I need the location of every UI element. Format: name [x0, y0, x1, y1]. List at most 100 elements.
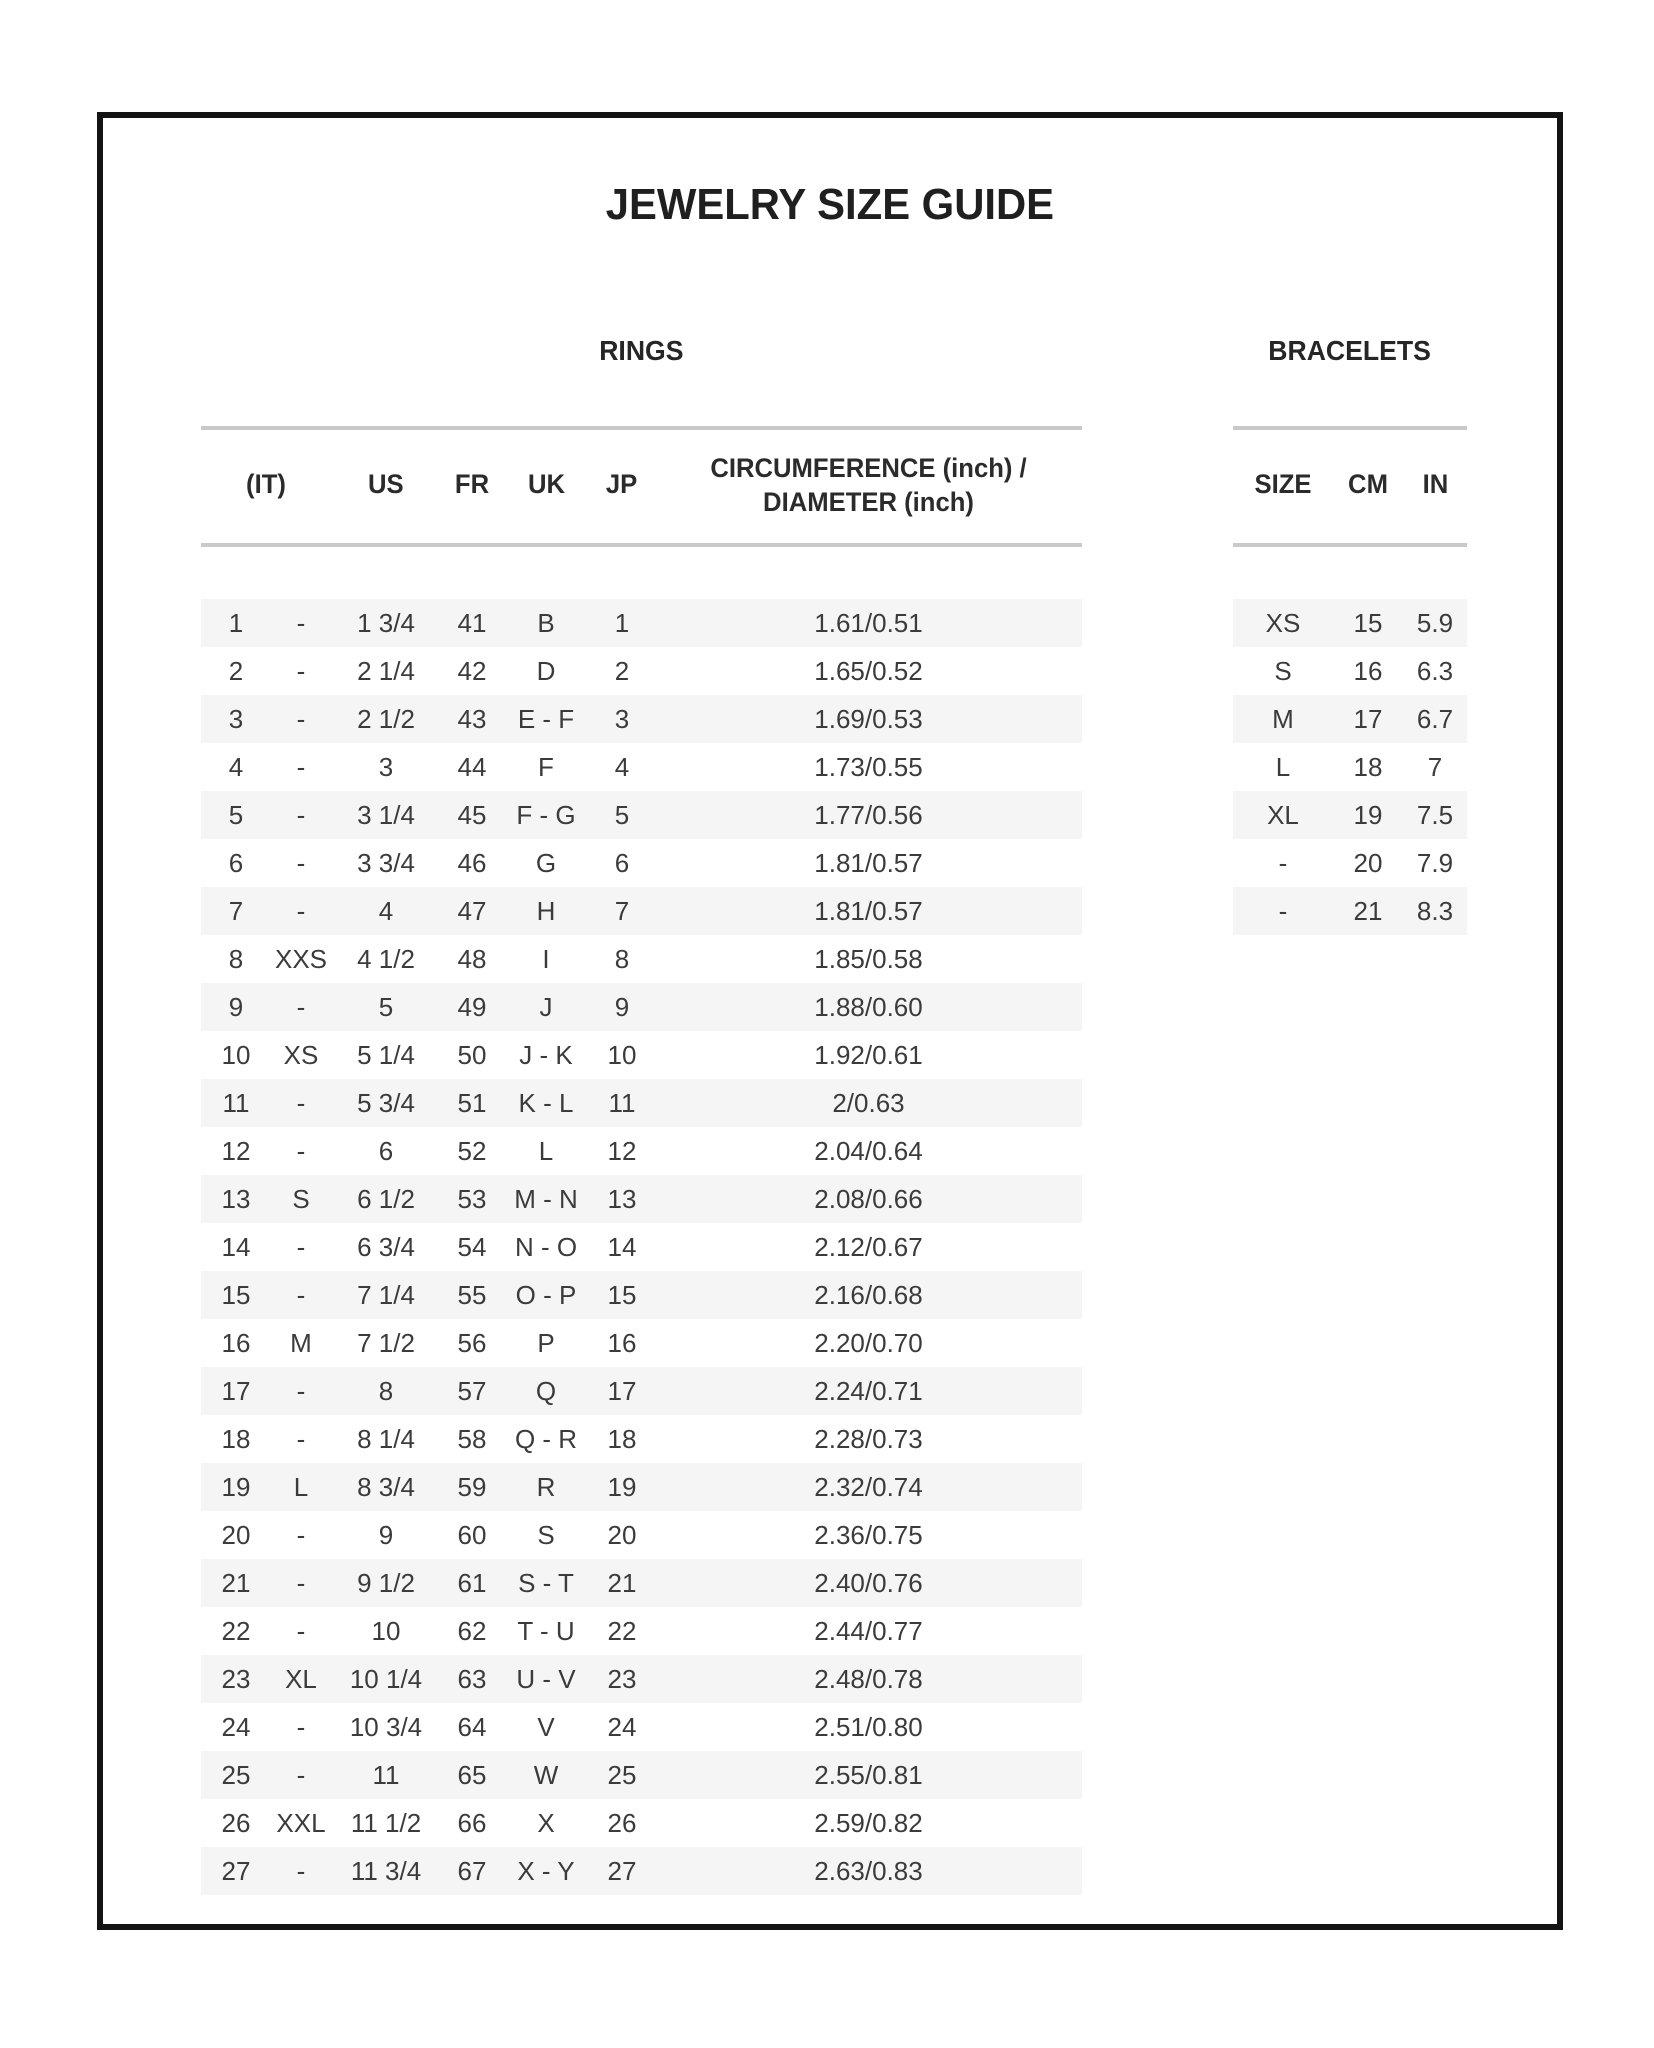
- table-row: 16 M 7 1/2 56 P 16 2.20/0.70: [201, 1319, 1082, 1367]
- table-cell: 9: [228, 992, 244, 1022]
- rings-header-us: US: [368, 469, 404, 499]
- table-cell: 8.3: [1416, 896, 1454, 926]
- table-cell: 1.85/0.58: [814, 944, 923, 974]
- table-cell: -: [1278, 896, 1288, 926]
- table-row: 20 - 9 60 S 20 2.36/0.75: [201, 1511, 1082, 1559]
- table-cell: 13: [607, 1184, 637, 1214]
- table-cell: -: [296, 1136, 306, 1166]
- table-cell: 42: [457, 656, 487, 686]
- table-cell: XL: [285, 1664, 317, 1694]
- table-cell: 6.7: [1416, 704, 1454, 734]
- table-cell: 15: [607, 1280, 637, 1310]
- table-cell: -: [296, 1376, 306, 1406]
- table-cell: 53: [457, 1184, 487, 1214]
- table-cell: 17: [1353, 704, 1383, 734]
- table-cell: 13: [221, 1184, 251, 1214]
- table-cell: 11: [222, 1088, 250, 1118]
- table-cell: 2.63/0.83: [814, 1856, 923, 1886]
- rings-header-circumference-text: CIRCUMFERENCE (inch) / DIAMETER (inch): [710, 452, 1027, 517]
- table-cell: -: [296, 608, 306, 638]
- table-cell: 3 3/4: [357, 848, 415, 878]
- table-cell: L: [538, 1136, 554, 1166]
- table-row: S 16 6.3: [1233, 647, 1467, 695]
- table-row: M 17 6.7: [1233, 695, 1467, 743]
- table-row: 5 - 3 1/4 45 F - G 5 1.77/0.56: [201, 791, 1082, 839]
- table-cell: 10 1/4: [349, 1664, 423, 1694]
- rings-section-title: RINGS: [599, 335, 684, 366]
- bracelets-rows: XS 15 5.9 S 16 6.3 M 17 6.7 L 18 7 XL 19 7.5 - 20 7.9 - 21 8…: [1233, 599, 1467, 935]
- table-cell: 5: [378, 992, 394, 1022]
- table-cell: I: [542, 944, 550, 974]
- table-cell: 2.24/0.71: [814, 1376, 923, 1406]
- table-cell: 60: [457, 1520, 487, 1550]
- table-cell: 47: [457, 896, 487, 926]
- table-cell: -: [1278, 848, 1288, 878]
- table-cell: N - O: [514, 1232, 578, 1262]
- table-cell: 59: [457, 1472, 487, 1502]
- table-cell: 11: [608, 1088, 636, 1118]
- table-cell: 20: [607, 1520, 637, 1550]
- table-cell: 58: [457, 1424, 487, 1454]
- table-cell: 7: [614, 896, 630, 926]
- table-cell: 41: [457, 608, 487, 638]
- table-cell: 6: [378, 1136, 394, 1166]
- table-row: 23 XL 10 1/4 63 U - V 23 2.48/0.78: [201, 1655, 1082, 1703]
- table-cell: X: [537, 1808, 555, 1838]
- table-cell: -: [296, 704, 306, 734]
- table-cell: 6: [228, 848, 244, 878]
- table-cell: 3: [228, 704, 244, 734]
- table-cell: 67: [457, 1856, 487, 1886]
- table-cell: 2.48/0.78: [814, 1664, 923, 1694]
- table-cell: 11 1/2: [350, 1808, 422, 1838]
- table-cell: 2.36/0.75: [814, 1520, 923, 1550]
- table-cell: 10: [371, 1616, 401, 1646]
- table-cell: 2 1/2: [357, 704, 415, 734]
- table-cell: 57: [457, 1376, 487, 1406]
- table-row: 21 - 9 1/2 61 S - T 21 2.40/0.76: [201, 1559, 1082, 1607]
- table-cell: 24: [221, 1712, 251, 1742]
- rings-header-row: (IT) US FR UK JP CIRCUMFERENCE (inch) / …: [201, 430, 1082, 539]
- bracelets-section-title: BRACELETS: [1268, 335, 1432, 366]
- table-cell: 2.44/0.77: [814, 1616, 923, 1646]
- table-row: 27 - 11 3/4 67 X - Y 27 2.63/0.83: [201, 1847, 1082, 1895]
- table-cell: 25: [607, 1760, 637, 1790]
- page-title: JEWELRY SIZE GUIDE: [103, 180, 1557, 230]
- rings-header-jp: JP: [606, 469, 638, 499]
- bracelets-header-in: IN: [1422, 469, 1448, 499]
- table-cell: 22: [221, 1616, 251, 1646]
- table-cell: -: [296, 896, 306, 926]
- table-cell: X - Y: [517, 1856, 575, 1886]
- table-cell: 14: [607, 1232, 637, 1262]
- table-row: 2 - 2 1/4 42 D 2 1.65/0.52: [201, 647, 1082, 695]
- table-cell: -: [296, 800, 306, 830]
- table-cell: -: [296, 1616, 306, 1646]
- table-row: L 18 7: [1233, 743, 1467, 791]
- page-title-text: JEWELRY SIZE GUIDE: [605, 180, 1055, 229]
- table-row: XS 15 5.9: [1233, 599, 1467, 647]
- table-cell: 7: [228, 896, 244, 926]
- table-cell: 14: [221, 1232, 251, 1262]
- table-cell: 8: [228, 944, 244, 974]
- table-cell: 16: [221, 1328, 251, 1358]
- table-cell: -: [296, 656, 306, 686]
- table-cell: 2.40/0.76: [814, 1568, 923, 1598]
- table-cell: 61: [457, 1568, 487, 1598]
- table-cell: 8: [378, 1376, 394, 1406]
- table-cell: 9 1/2: [357, 1568, 415, 1598]
- table-cell: 50: [457, 1040, 487, 1070]
- table-row: 25 - 11 65 W 25 2.55/0.81: [201, 1751, 1082, 1799]
- table-cell: 27: [221, 1856, 251, 1886]
- table-cell: T - U: [517, 1616, 575, 1646]
- rings-header-circumference: CIRCUMFERENCE (inch) / DIAMETER (inch): [655, 451, 1082, 519]
- table-cell: 10: [221, 1040, 251, 1070]
- table-cell: 5: [614, 800, 630, 830]
- table-row: 10 XS 5 1/4 50 J - K 10 1.92/0.61: [201, 1031, 1082, 1079]
- bracelets-bottom-rule: [1233, 543, 1467, 547]
- table-cell: Q - R: [514, 1424, 578, 1454]
- table-cell: -: [296, 752, 306, 782]
- table-cell: L: [293, 1472, 309, 1502]
- table-cell: 15: [1353, 608, 1383, 638]
- table-cell: M - N: [514, 1184, 578, 1214]
- table-cell: 26: [607, 1808, 637, 1838]
- table-cell: 1.69/0.53: [814, 704, 923, 734]
